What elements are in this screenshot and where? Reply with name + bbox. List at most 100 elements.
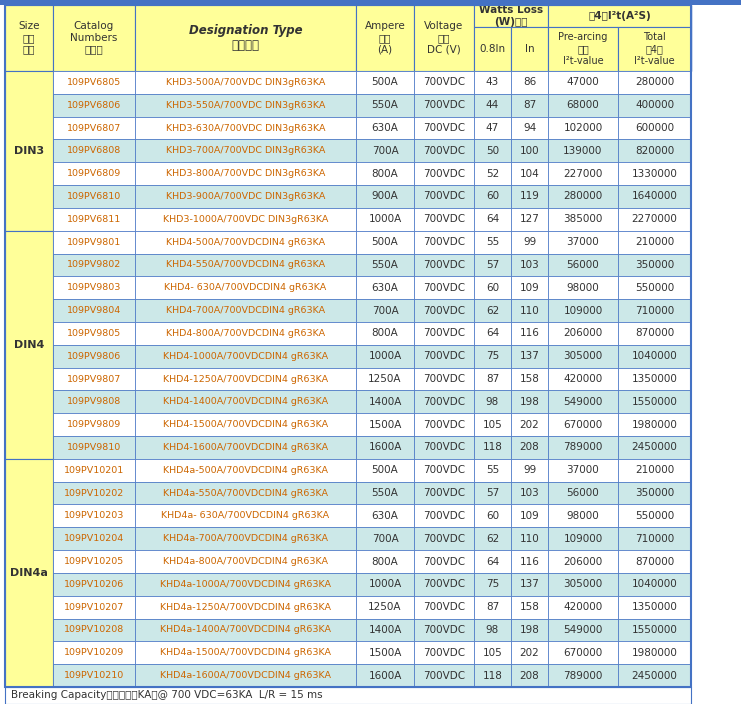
Bar	[618, 550, 691, 573]
Text: KHD4a-500A/700VDCDIN4 gR63KA: KHD4a-500A/700VDCDIN4 gR63KA	[163, 466, 328, 474]
Bar	[511, 413, 548, 436]
Text: 700A: 700A	[372, 306, 399, 315]
Bar	[548, 162, 618, 185]
Bar	[356, 459, 414, 482]
Text: 700VDC: 700VDC	[423, 260, 465, 270]
Bar	[135, 482, 356, 505]
Text: 0.8In: 0.8In	[479, 44, 505, 54]
Bar	[53, 436, 135, 459]
Bar	[356, 208, 414, 231]
Text: 127: 127	[519, 214, 539, 225]
Text: KHD4-550A/700VDCDIN4 gR63KA: KHD4-550A/700VDCDIN4 gR63KA	[166, 260, 325, 270]
Text: 700VDC: 700VDC	[423, 420, 465, 429]
Bar	[618, 391, 691, 413]
Bar	[135, 345, 356, 367]
Bar	[53, 299, 135, 322]
Text: 109PV9810: 109PV9810	[67, 443, 121, 452]
Text: 1500A: 1500A	[368, 420, 402, 429]
Text: 700A: 700A	[372, 146, 399, 156]
Bar	[414, 94, 474, 117]
Text: 60: 60	[486, 191, 499, 201]
Bar	[618, 619, 691, 641]
Bar	[53, 117, 135, 139]
Text: 630A: 630A	[371, 123, 399, 133]
Text: 700VDC: 700VDC	[423, 123, 465, 133]
Bar	[135, 459, 356, 482]
Text: 37000: 37000	[567, 237, 599, 247]
Bar	[135, 619, 356, 641]
Text: 700VDC: 700VDC	[423, 557, 465, 567]
Text: 1600A: 1600A	[368, 442, 402, 453]
Bar	[356, 139, 414, 162]
Bar	[474, 253, 511, 277]
Text: KHD3-700A/700VDC DIN3gR63KA: KHD3-700A/700VDC DIN3gR63KA	[166, 146, 325, 156]
Bar	[135, 505, 356, 527]
Text: Voltage
电压
DC (V): Voltage 电压 DC (V)	[425, 21, 464, 55]
Text: 109PV6810: 109PV6810	[67, 192, 121, 201]
Bar	[356, 505, 414, 527]
Text: 1000A: 1000A	[368, 351, 402, 361]
Text: 710000: 710000	[635, 534, 674, 543]
Bar	[618, 527, 691, 550]
Text: 800A: 800A	[372, 328, 399, 339]
Bar	[135, 550, 356, 573]
Text: 549000: 549000	[563, 625, 602, 635]
Bar	[548, 277, 618, 299]
Bar	[356, 185, 414, 208]
Bar	[356, 71, 414, 94]
Text: 103: 103	[519, 488, 539, 498]
Text: 700VDC: 700VDC	[423, 191, 465, 201]
Bar	[511, 596, 548, 619]
Text: Designation Type
型号规格: Designation Type 型号规格	[189, 24, 302, 52]
Bar	[618, 94, 691, 117]
Bar	[135, 322, 356, 345]
Bar	[474, 5, 548, 27]
Text: 57: 57	[486, 260, 499, 270]
Text: 202: 202	[519, 648, 539, 658]
Bar	[511, 573, 548, 596]
Bar	[618, 664, 691, 687]
Bar	[53, 94, 135, 117]
Text: 109PV9809: 109PV9809	[67, 420, 121, 429]
Bar	[414, 345, 474, 367]
Bar	[548, 299, 618, 322]
Text: 102000: 102000	[563, 123, 602, 133]
Bar	[474, 208, 511, 231]
Text: KHD4a-700A/700VDCDIN4 gR63KA: KHD4a-700A/700VDCDIN4 gR63KA	[163, 534, 328, 543]
Bar	[474, 139, 511, 162]
Text: Size
瓷管
代号: Size 瓷管 代号	[19, 21, 40, 55]
Bar	[618, 413, 691, 436]
Text: 110: 110	[519, 534, 539, 543]
Text: 109: 109	[519, 283, 539, 293]
Text: In: In	[525, 44, 534, 54]
Text: 119: 119	[519, 191, 539, 201]
Text: Watts Loss
(W)功耗: Watts Loss (W)功耗	[479, 5, 543, 27]
Text: 600000: 600000	[635, 123, 674, 133]
Text: KHD3-630A/700VDC DIN3gR63KA: KHD3-630A/700VDC DIN3gR63KA	[166, 123, 325, 132]
Text: 549000: 549000	[563, 397, 602, 407]
Text: 109000: 109000	[563, 534, 602, 543]
Bar	[53, 550, 135, 573]
Bar	[414, 459, 474, 482]
Bar	[53, 641, 135, 664]
Bar	[53, 459, 135, 482]
Text: KHD4- 630A/700VDCDIN4 gR63KA: KHD4- 630A/700VDCDIN4 gR63KA	[165, 283, 327, 292]
Text: 118: 118	[482, 442, 502, 453]
Text: 139000: 139000	[563, 146, 602, 156]
Text: 68000: 68000	[567, 100, 599, 111]
Bar	[474, 299, 511, 322]
Text: 109PV10203: 109PV10203	[64, 511, 124, 520]
Text: KHD4a- 630A/700VDCDIN4 gR63KA: KHD4a- 630A/700VDCDIN4 gR63KA	[162, 511, 330, 520]
Bar	[53, 527, 135, 550]
Text: 700VDC: 700VDC	[423, 602, 465, 612]
Text: KHD4a-1000A/700VDCDIN4 gR63KA: KHD4a-1000A/700VDCDIN4 gR63KA	[160, 580, 331, 589]
Bar	[356, 277, 414, 299]
Text: 700VDC: 700VDC	[423, 671, 465, 681]
Text: 700VDC: 700VDC	[423, 351, 465, 361]
Text: 202: 202	[519, 420, 539, 429]
Bar	[618, 139, 691, 162]
Text: 206000: 206000	[563, 557, 602, 567]
Bar	[5, 459, 53, 687]
Text: 670000: 670000	[563, 420, 602, 429]
Bar	[511, 162, 548, 185]
